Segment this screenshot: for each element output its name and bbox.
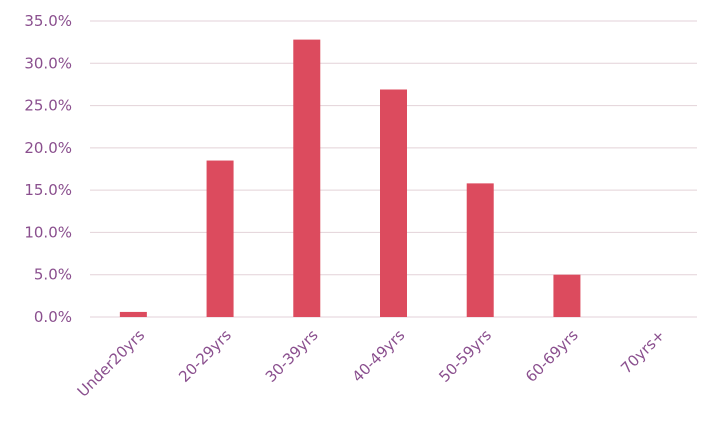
bar xyxy=(553,274,581,317)
y-tick-label: 35.0% xyxy=(24,12,72,30)
x-tick-label: 30-39yrs xyxy=(262,326,322,386)
x-tick-label: 50-59yrs xyxy=(435,326,495,386)
x-tick-label: 60-69yrs xyxy=(522,326,582,386)
x-tick-label: Under20yrs xyxy=(74,326,149,401)
y-tick-label: 0.0% xyxy=(34,308,72,326)
bar xyxy=(380,89,407,317)
y-axis: 0.0% 5.0% 10.0% 15.0% 20.0% 25.0% 30.0% 35.0% xyxy=(24,12,72,326)
x-tick-label: 20-29yrs xyxy=(175,326,235,386)
y-tick-label: 10.0% xyxy=(24,223,72,241)
bar xyxy=(119,311,147,317)
y-tick-label: 5.0% xyxy=(34,266,72,284)
bar xyxy=(206,160,234,317)
y-tick-label: 25.0% xyxy=(24,97,72,115)
y-tick-label: 20.0% xyxy=(24,139,72,157)
bar xyxy=(466,183,494,317)
y-tick-label: 15.0% xyxy=(24,181,72,199)
x-tick-label: 40-49yrs xyxy=(349,326,409,386)
bars xyxy=(119,39,581,317)
x-axis: Under20yrs 20-29yrs 30-39yrs 40-49yrs 50-59y… xyxy=(74,326,669,401)
y-tick-label: 30.0% xyxy=(24,54,72,72)
bar xyxy=(293,39,321,317)
x-tick-label: 70yrs+ xyxy=(617,326,668,377)
